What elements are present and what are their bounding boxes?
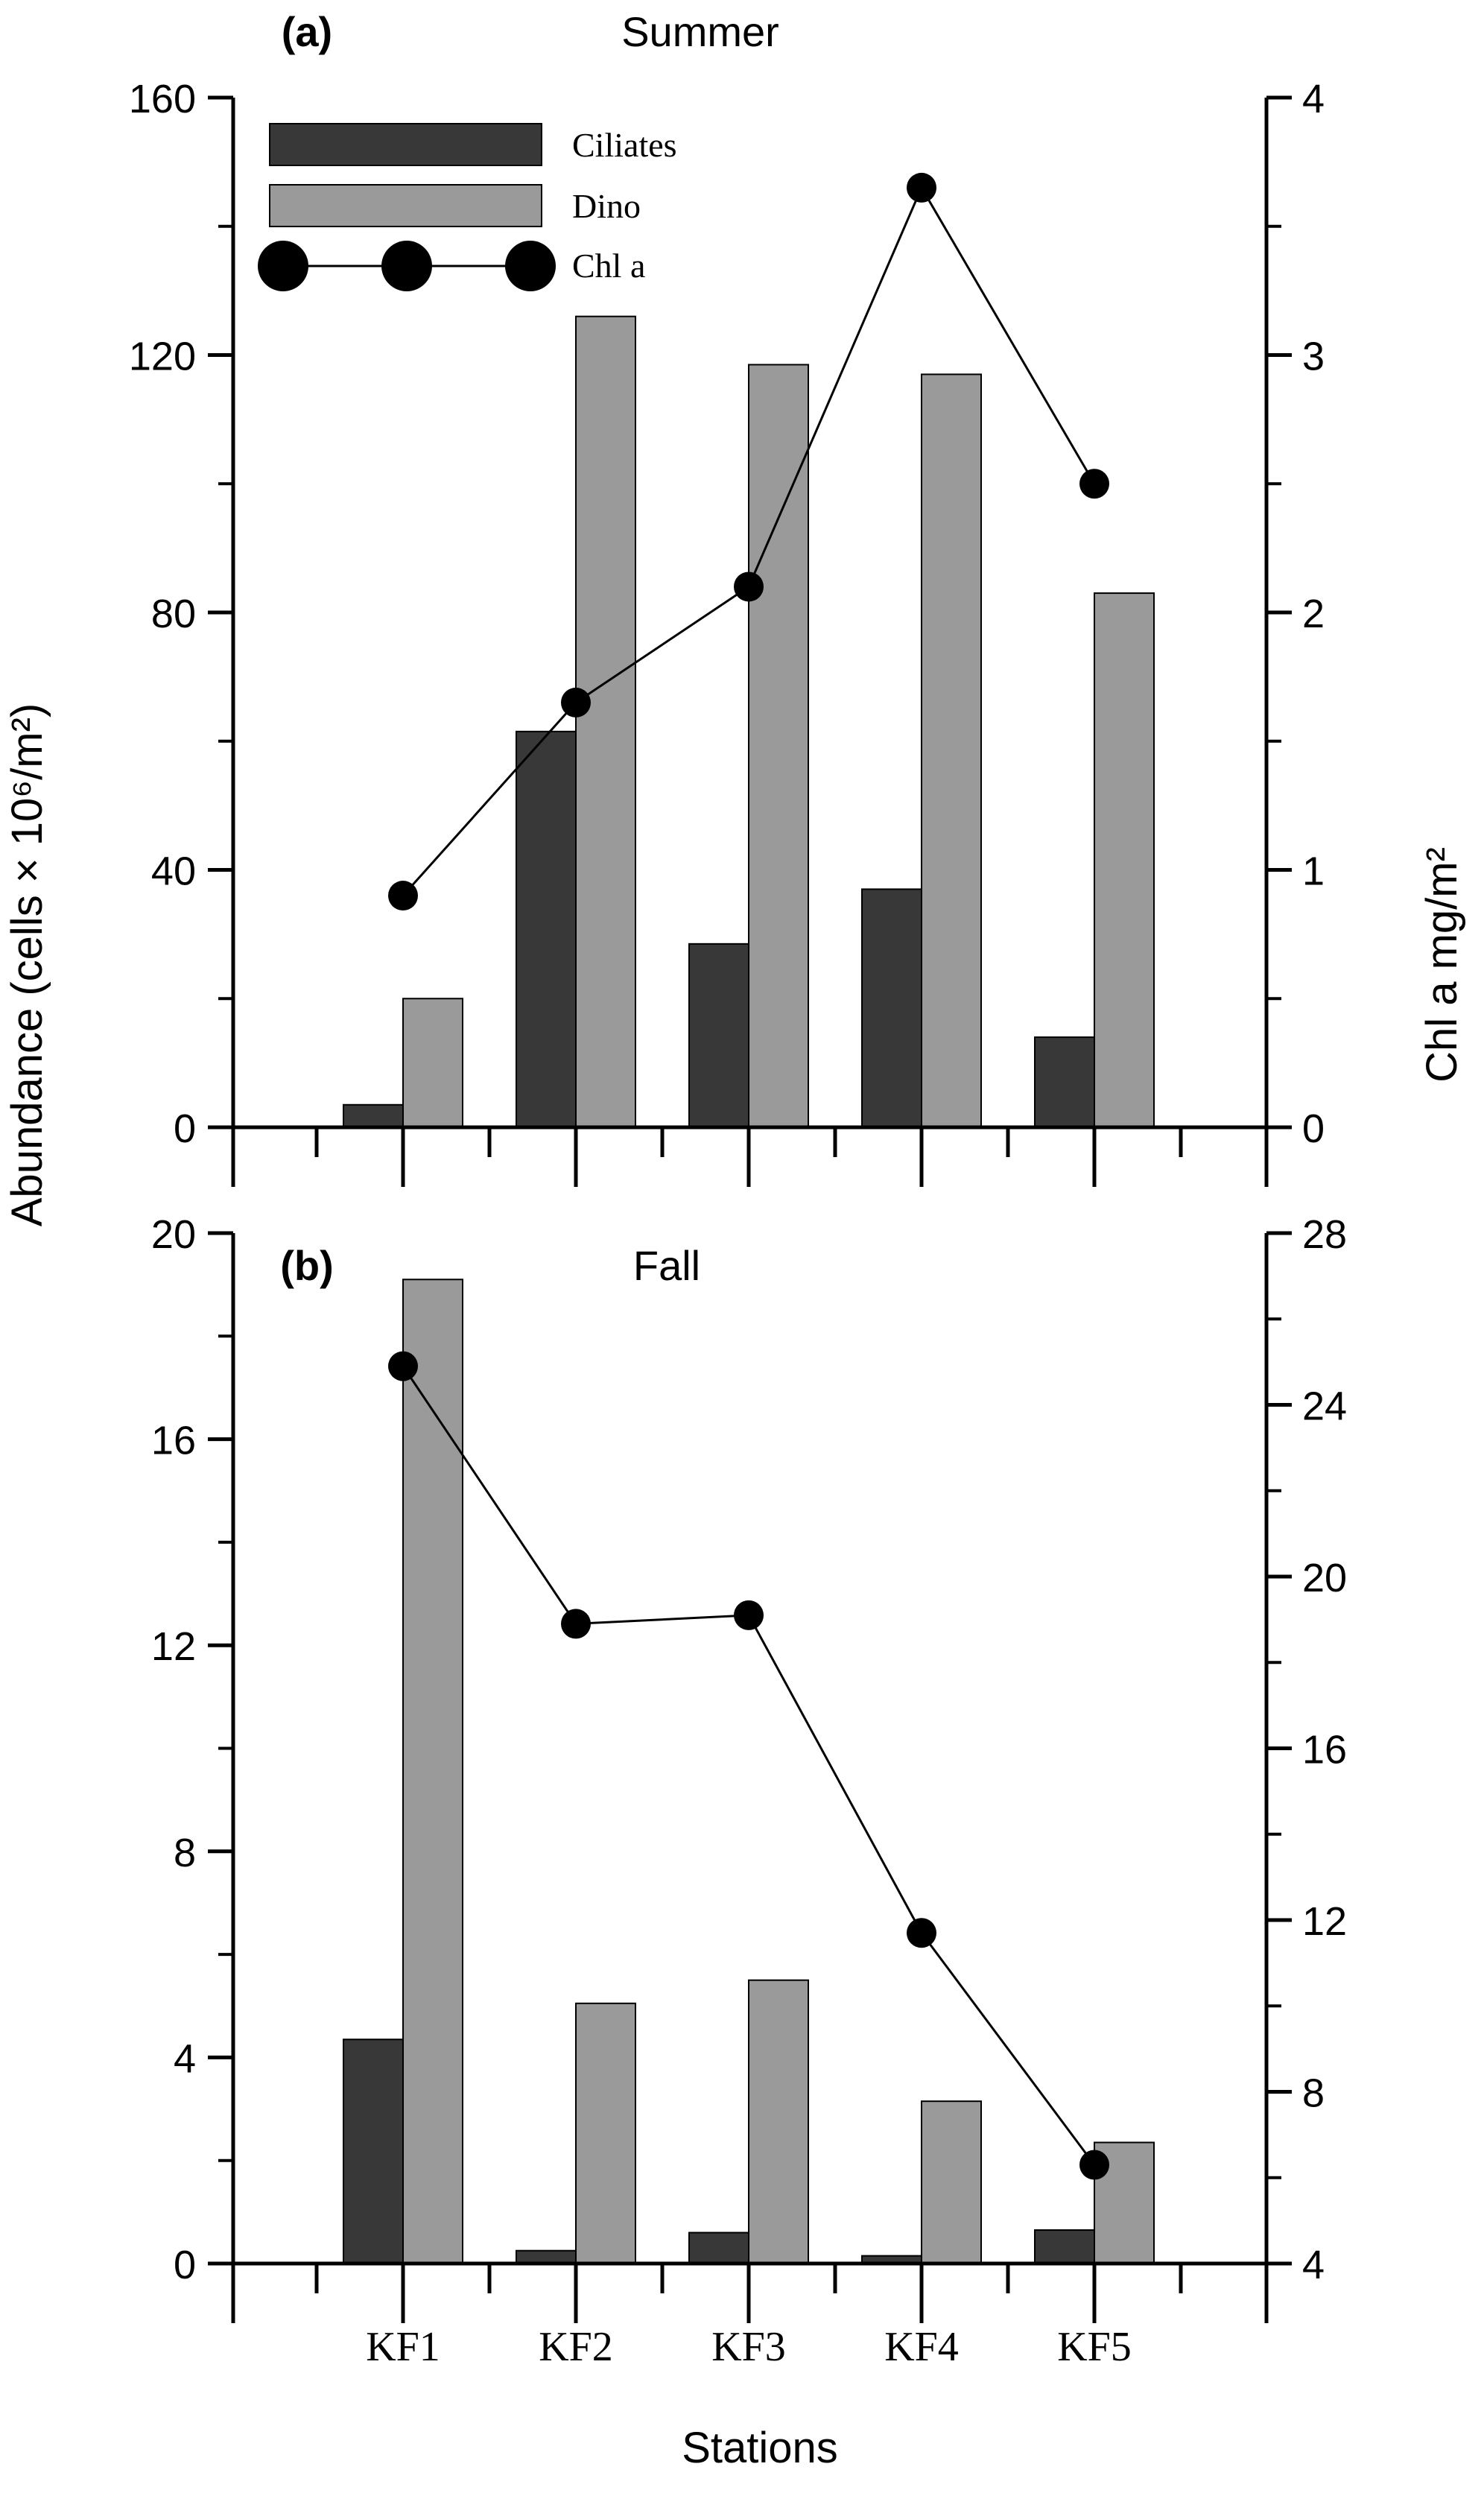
y2-tick-label: 4 <box>1302 2243 1325 2287</box>
y2-tick-label: 28 <box>1302 1212 1347 1257</box>
y2-tick-label: 2 <box>1302 592 1325 636</box>
legend: Ciliates Dino Chl a <box>258 123 677 291</box>
legend-label-ciliates: Ciliates <box>572 126 677 164</box>
bar-ciliates <box>688 2231 749 2265</box>
y2-tick-label: 3 <box>1302 335 1325 379</box>
x-tick-label: KF5 <box>1057 2324 1132 2370</box>
bar-ciliates <box>343 2039 404 2264</box>
x-tick-label: KF3 <box>711 2324 786 2370</box>
x-tick-label: KF2 <box>539 2324 613 2370</box>
bar-ciliates <box>516 2249 577 2264</box>
legend-swatch-ciliates <box>269 123 542 166</box>
bar-ciliates <box>1034 1036 1095 1128</box>
bar-ciliates <box>516 730 577 1128</box>
x-tick-label: KF4 <box>884 2324 959 2370</box>
bar-dino <box>402 998 463 1128</box>
chla-point <box>561 1609 591 1639</box>
panel-label: (b) <box>280 1242 334 1289</box>
bar-dino <box>748 364 809 1128</box>
bar-dino <box>575 315 636 1128</box>
y-tick-label: 80 <box>151 592 196 636</box>
y-tick-label: 4 <box>174 2036 196 2081</box>
panel-title: Summer <box>621 8 779 55</box>
bar-dino <box>1094 592 1155 1128</box>
chla-point <box>388 881 418 911</box>
chla-point <box>561 687 591 718</box>
legend-label-dino: Dino <box>572 187 641 225</box>
x-axis-label: Stations <box>682 2424 838 2472</box>
y-tick-label: 8 <box>174 1831 196 1875</box>
bar-dino <box>748 1979 809 2265</box>
chla-point <box>1079 469 1109 499</box>
y-tick-label: 120 <box>129 335 196 379</box>
bar-ciliates <box>861 888 922 1128</box>
panel-label: (a) <box>282 8 332 55</box>
y-tick-label: 12 <box>151 1624 196 1669</box>
chla-point <box>734 571 764 602</box>
legend-marker-chla <box>505 241 556 291</box>
y2-tick-label: 8 <box>1302 2071 1325 2116</box>
y-tick-label: 0 <box>174 2243 196 2287</box>
bar-ciliates <box>688 943 749 1129</box>
y2-tick-label: 12 <box>1302 1899 1347 1944</box>
y-tick-label: 20 <box>151 1212 196 1257</box>
bar-ciliates <box>1034 2229 1095 2264</box>
y2-tick-label: 4 <box>1302 77 1325 121</box>
chla-point <box>388 1351 418 1381</box>
bar-dino <box>402 1279 463 2264</box>
y2-tick-label: 20 <box>1302 1556 1347 1600</box>
bar-ciliates <box>343 1103 404 1129</box>
chla-point <box>1079 2150 1109 2180</box>
chla-point <box>734 1600 764 1630</box>
y-axis-label: Abundance (cells × 10⁶/m²) <box>3 703 51 1227</box>
y2-tick-label: 24 <box>1302 1384 1347 1429</box>
chla-point <box>907 1918 936 1948</box>
y-tick-label: 16 <box>151 1419 196 1463</box>
panel-title: Fall <box>633 1242 700 1289</box>
legend-label-chla: Chl a <box>572 247 645 285</box>
y-tick-label: 160 <box>129 77 196 121</box>
legend-swatch-dino <box>269 184 542 227</box>
chart-panel-b: 0 4 8 12 16 20 4 8 12 16 20 24 28 KF1 KF2 KF3 KF4 KF5 (b) F… <box>151 1212 1347 2370</box>
y2-tick-label: 1 <box>1302 849 1325 894</box>
y2-tick-label: 16 <box>1302 1728 1347 1773</box>
bar-dino <box>921 2100 982 2264</box>
y2-tick-label: 0 <box>1302 1106 1325 1151</box>
chart-panel-a: 0 40 80 120 160 0 1 2 3 4 (a) Summer <box>129 8 1325 1187</box>
chla-point <box>907 172 936 203</box>
y2-axis-label: Chl a mg/m² <box>1418 847 1466 1083</box>
y-tick-label: 40 <box>151 849 196 894</box>
legend-marker-chla <box>258 241 308 291</box>
x-tick-label: KF1 <box>366 2324 440 2370</box>
y-tick-label: 0 <box>174 1106 196 1151</box>
bar-dino <box>921 373 982 1129</box>
legend-marker-chla <box>381 241 432 291</box>
bar-dino <box>575 2002 636 2264</box>
